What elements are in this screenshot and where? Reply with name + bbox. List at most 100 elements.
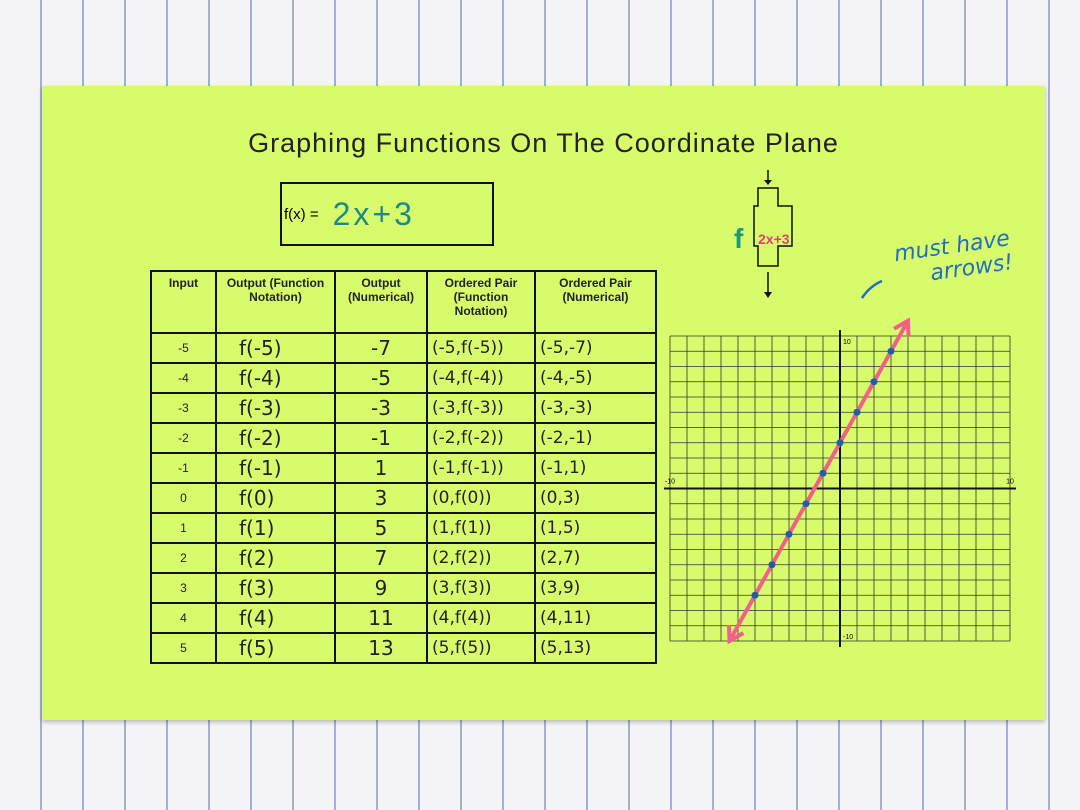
table-cell: (3,9) bbox=[534, 572, 657, 604]
title: Graphing Functions On The Coordinate Pla… bbox=[248, 128, 839, 158]
table-cell: 5 bbox=[150, 632, 217, 664]
worksheet: Graphing Functions On The Coordinate Pla… bbox=[42, 86, 1045, 720]
point bbox=[836, 439, 844, 447]
table-cell: (2,7) bbox=[534, 542, 657, 574]
table-cell: (0,3) bbox=[534, 482, 657, 514]
table-cell: (2,f(2)) bbox=[426, 542, 536, 574]
table-cell: -3 bbox=[150, 392, 217, 424]
point bbox=[802, 500, 810, 508]
table-cell: (0,f(0)) bbox=[426, 482, 536, 514]
coordinate-plane: -10 10 -10 10 bbox=[664, 317, 1016, 647]
table-cell: 9 bbox=[334, 572, 428, 604]
arrow-head bbox=[764, 292, 772, 298]
table-cell: (1,5) bbox=[534, 512, 657, 544]
table-body: -5 f(-5) -7 (-5,f(-5)) (-5,-7) -4 f(-4) -5 (-4,f… bbox=[150, 332, 657, 664]
table-cell: 4 bbox=[150, 602, 217, 634]
table-cell: (-5,-7) bbox=[534, 332, 657, 364]
table-cell: f(-4) bbox=[215, 362, 336, 394]
table-cell: 7 bbox=[334, 542, 428, 574]
point bbox=[768, 561, 776, 569]
table-cell: f(0) bbox=[215, 482, 336, 514]
table-cell: (5,13) bbox=[534, 632, 657, 664]
table-cell: 0 bbox=[150, 482, 217, 514]
table-cell: 3 bbox=[150, 572, 217, 604]
table-cell: (-2,f(-2)) bbox=[426, 422, 536, 454]
drawing: f 2x+3 -10 10 -10 10 bbox=[664, 170, 1016, 647]
table-row: 5 f(5) 13 (5,f(5)) (5,13) bbox=[150, 632, 657, 664]
table-row: 1 f(1) 5 (1,f(1)) (1,5) bbox=[150, 512, 657, 544]
table-cell: f(-5) bbox=[215, 332, 336, 364]
machine-name: f bbox=[734, 223, 744, 254]
column-header: Output (Function Notation) bbox=[215, 270, 336, 334]
table-cell: (5,f(5)) bbox=[426, 632, 536, 664]
point bbox=[870, 378, 878, 386]
table-cell: (-2,-1) bbox=[534, 422, 657, 454]
table-cell: -7 bbox=[334, 332, 428, 364]
table-cell: -4 bbox=[150, 362, 217, 394]
table-row: -1 f(-1) 1 (-1,f(-1)) (-1,1) bbox=[150, 452, 657, 484]
table-row: 3 f(3) 9 (3,f(3)) (3,9) bbox=[150, 572, 657, 604]
table-cell: (-4,-5) bbox=[534, 362, 657, 394]
line-arrow bbox=[893, 317, 911, 337]
y-tick-label: 10 bbox=[843, 339, 851, 346]
table-cell: f(5) bbox=[215, 632, 336, 664]
table-cell: 11 bbox=[334, 602, 428, 634]
table-cell: 13 bbox=[334, 632, 428, 664]
table-cell: -3 bbox=[334, 392, 428, 424]
table-cell: 5 bbox=[334, 512, 428, 544]
point bbox=[785, 530, 793, 538]
table-cell: (1,f(1)) bbox=[426, 512, 536, 544]
table-cell: 1 bbox=[150, 512, 217, 544]
table-cell: -1 bbox=[150, 452, 217, 484]
table-cell: f(-1) bbox=[215, 452, 336, 484]
machine-outline bbox=[753, 187, 793, 267]
table-cell: (-3,f(-3)) bbox=[426, 392, 536, 424]
function-expression: 2x+3 bbox=[332, 195, 415, 232]
arrow-head bbox=[764, 180, 772, 185]
table-cell: f(3) bbox=[215, 572, 336, 604]
function-machine: f 2x+3 bbox=[734, 170, 793, 298]
column-header: Ordered Pair (Numerical) bbox=[534, 270, 657, 334]
point bbox=[853, 408, 861, 416]
column-header: Ordered Pair (Function Notation) bbox=[426, 270, 536, 334]
table-cell: f(2) bbox=[215, 542, 336, 574]
table-cell: f(4) bbox=[215, 602, 336, 634]
table-row: 2 f(2) 7 (2,f(2)) (2,7) bbox=[150, 542, 657, 574]
x-tick-label: 10 bbox=[1006, 479, 1014, 486]
table-cell: 1 bbox=[334, 452, 428, 484]
column-header: Input bbox=[150, 270, 217, 334]
table-cell: 3 bbox=[334, 482, 428, 514]
point bbox=[887, 347, 895, 355]
table-cell: -1 bbox=[334, 422, 428, 454]
table-row: -4 f(-4) -5 (-4,f(-4)) (-4,-5) bbox=[150, 362, 657, 394]
machine-rule: 2x+3 bbox=[758, 231, 790, 247]
table: Input Output (Function Notation) Output (N… bbox=[150, 270, 657, 664]
function-box: f(x) = 2x+3 bbox=[280, 182, 494, 246]
table-cell: 2 bbox=[150, 542, 217, 574]
column-header: Output (Numerical) bbox=[334, 270, 428, 334]
table-cell: (4,f(4)) bbox=[426, 602, 536, 634]
x-tick-label: -10 bbox=[665, 479, 675, 486]
point bbox=[751, 591, 759, 599]
table-cell: (-4,f(-4)) bbox=[426, 362, 536, 394]
table-cell: -5 bbox=[334, 362, 428, 394]
table-row: -3 f(-3) -3 (-3,f(-3)) (-3,-3) bbox=[150, 392, 657, 424]
point bbox=[819, 469, 827, 477]
function-line bbox=[727, 318, 910, 643]
table-cell: (-1,f(-1)) bbox=[426, 452, 536, 484]
table-cell: (-1,1) bbox=[534, 452, 657, 484]
y-tick-label: -10 bbox=[843, 634, 853, 641]
table-cell: f(-3) bbox=[215, 392, 336, 424]
line-arrow bbox=[726, 624, 745, 645]
table-cell: (3,f(3)) bbox=[426, 572, 536, 604]
table-cell: -5 bbox=[150, 332, 217, 364]
table-row: -2 f(-2) -1 (-2,f(-2)) (-2,-1) bbox=[150, 422, 657, 454]
table-cell: -2 bbox=[150, 422, 217, 454]
function-label: f(x) = bbox=[284, 205, 319, 223]
table-cell: (-5,f(-5)) bbox=[426, 332, 536, 364]
note-arrow bbox=[860, 279, 883, 299]
table-row: 4 f(4) 11 (4,f(4)) (4,11) bbox=[150, 602, 657, 634]
table-cell: f(1) bbox=[215, 512, 336, 544]
table-row: -5 f(-5) -7 (-5,f(-5)) (-5,-7) bbox=[150, 332, 657, 364]
